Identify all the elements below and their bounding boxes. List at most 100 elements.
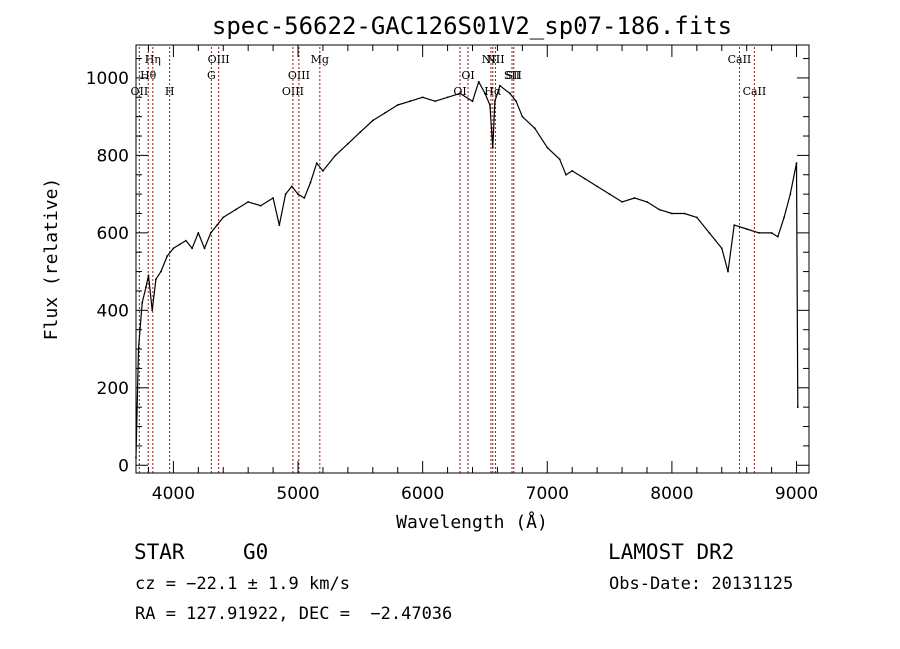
obs-date: Obs-Date: 20131125 — [609, 574, 794, 594]
object-class: STAR — [134, 540, 185, 564]
data-point — [346, 142, 349, 145]
data-point — [334, 154, 337, 157]
data-point — [172, 247, 175, 250]
data-point — [396, 104, 399, 106]
data-point — [783, 216, 785, 219]
data-point — [191, 247, 193, 250]
data-point — [151, 309, 154, 312]
x-tick-label: 7000 — [526, 484, 569, 504]
data-point — [621, 200, 623, 203]
data-point — [491, 146, 494, 149]
line-marker-label: Mg — [311, 53, 329, 66]
y-tick-label: 1000 — [86, 69, 129, 89]
data-point — [203, 247, 206, 250]
y-tick-label: 600 — [97, 224, 129, 244]
data-point — [145, 286, 147, 288]
data-point — [583, 177, 586, 180]
data-point — [421, 96, 424, 99]
data-point — [499, 84, 501, 87]
data-point — [633, 197, 636, 199]
data-point — [147, 274, 150, 277]
data-point — [384, 111, 387, 114]
data-point — [471, 100, 474, 103]
line-marker-label: OII — [131, 85, 149, 98]
data-point — [216, 224, 218, 227]
series-line-0 — [135, 81, 799, 458]
x-tick-label: 4000 — [152, 484, 195, 504]
line-marker-label: H — [165, 85, 175, 98]
line-marker-label: G — [207, 69, 216, 82]
x-tick-label: 9000 — [775, 484, 818, 504]
data-point — [290, 185, 293, 188]
data-point — [489, 104, 491, 106]
data-point — [745, 228, 748, 230]
object-subclass: G0 — [243, 540, 269, 564]
data-point — [359, 131, 362, 134]
data-point — [284, 193, 287, 196]
line-marker-label: OIII — [282, 85, 304, 98]
line-marker-label: CaII — [743, 85, 767, 98]
coordinates: RA = 127.91922, DEC = −2.47036 — [135, 604, 453, 624]
data-point — [646, 200, 648, 203]
y-tick-label: 400 — [97, 301, 129, 321]
data-point — [459, 92, 461, 95]
data-point — [733, 224, 736, 227]
spectrum-series — [135, 80, 799, 459]
data-point — [571, 169, 574, 172]
x-axis-label: Wavelength (Å) — [396, 511, 548, 533]
data-point — [789, 193, 792, 196]
data-point — [683, 212, 686, 215]
data-point — [322, 169, 324, 172]
line-marker-label: Hθ — [140, 69, 157, 82]
redshift-info: cz = −22.1 ± 1.9 km/s — [135, 574, 350, 594]
data-point — [434, 100, 437, 103]
data-point — [259, 204, 262, 207]
data-point — [303, 197, 306, 199]
data-point — [565, 173, 567, 176]
data-point — [247, 200, 250, 203]
data-point — [234, 208, 237, 211]
data-point — [708, 231, 711, 234]
plot-frame — [135, 44, 810, 474]
line-marker-label: CaII — [728, 53, 752, 66]
data-point — [671, 212, 673, 215]
line-marker-label: NII — [486, 53, 504, 66]
spectral-line-markers: OIIHθHηHGOIIIOIIIOIIIMgOIOINIIHαNIISIISI… — [131, 47, 767, 473]
data-point — [521, 115, 524, 118]
data-point — [795, 162, 798, 165]
data-point — [546, 146, 549, 149]
data-point — [727, 270, 729, 273]
y-axis-label: Flux (relative) — [41, 178, 62, 341]
line-marker-label: SII — [506, 69, 522, 82]
data-point — [776, 235, 779, 238]
data-point — [558, 158, 561, 161]
survey-name: LAMOST DR2 — [608, 540, 735, 564]
data-point — [222, 216, 225, 219]
data-point — [758, 231, 761, 234]
data-point — [596, 185, 599, 188]
data-point — [608, 193, 611, 196]
y-tick-label: 800 — [97, 146, 129, 166]
data-point — [178, 243, 181, 246]
data-point — [272, 197, 274, 199]
axis-ticks: 4000 5000 6000 7000 8000 9000 0 200 400 600 800 100… — [86, 45, 818, 504]
data-point — [494, 100, 496, 103]
data-point — [484, 92, 486, 95]
data-point — [197, 231, 200, 234]
x-tick-label: 6000 — [401, 484, 444, 504]
data-point — [409, 100, 412, 103]
y-tick-label: 200 — [97, 379, 129, 399]
data-point — [508, 92, 511, 95]
data-point — [658, 208, 661, 211]
y-tick-label: 0 — [118, 456, 129, 476]
line-marker-label: Hη — [145, 53, 161, 66]
data-point — [533, 127, 536, 130]
data-point — [184, 239, 187, 242]
data-point — [309, 181, 312, 184]
chart-title: spec-56622-GAC126S01V2_sp07-186.fits — [212, 12, 732, 40]
data-point — [315, 162, 318, 165]
line-marker-label: OIII — [208, 53, 230, 66]
data-point — [796, 406, 799, 409]
data-point — [209, 231, 212, 234]
